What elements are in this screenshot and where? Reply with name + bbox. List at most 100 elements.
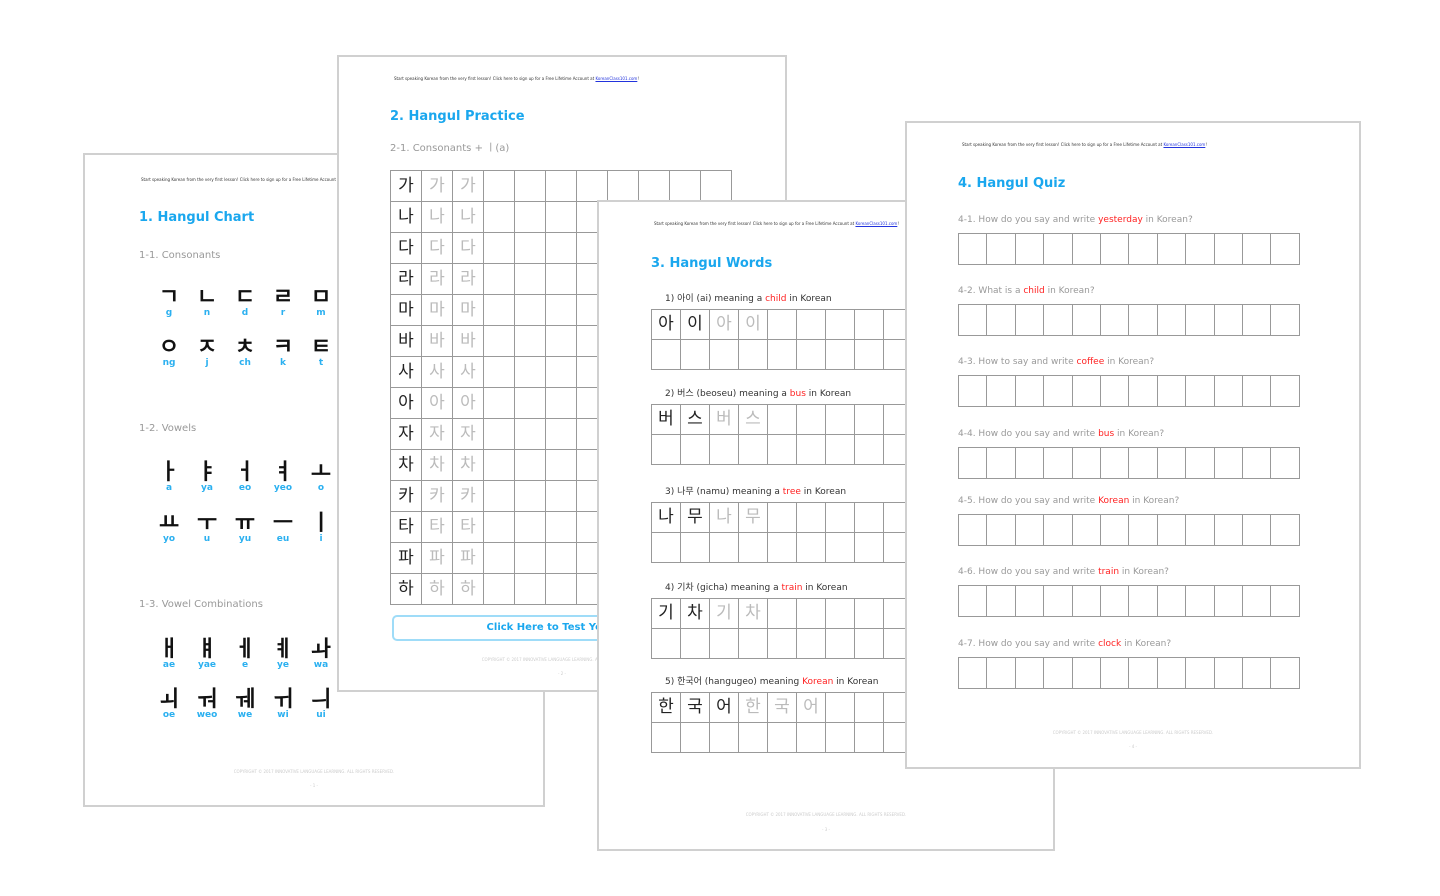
writing-cell[interactable] (767, 434, 797, 465)
signup-header[interactable]: Start speaking Korean from the very firs… (394, 76, 639, 81)
writing-cell[interactable] (825, 598, 855, 629)
writing-cell[interactable] (854, 502, 884, 533)
signup-link[interactable]: KoreanClass101.com (855, 221, 898, 226)
writing-cell[interactable] (767, 502, 797, 533)
practice-cell[interactable] (483, 294, 515, 326)
practice-cell[interactable] (514, 263, 546, 295)
answer-cell[interactable] (1128, 585, 1158, 617)
writing-cell[interactable] (825, 309, 855, 340)
answer-cell[interactable] (1156, 447, 1187, 479)
practice-cell[interactable] (638, 170, 670, 202)
answer-cell[interactable] (1270, 514, 1300, 546)
writing-cell[interactable] (854, 339, 884, 370)
writing-cell[interactable] (738, 532, 768, 563)
writing-cell[interactable] (796, 722, 826, 753)
writing-cell[interactable] (738, 339, 768, 370)
signup-header[interactable]: Start speaking Korean from the very firs… (962, 142, 1207, 147)
answer-cell[interactable] (1071, 233, 1101, 265)
answer-cell[interactable] (1185, 304, 1215, 336)
answer-cell[interactable] (1242, 447, 1272, 479)
answer-cell[interactable] (958, 233, 988, 265)
answer-cell[interactable] (958, 447, 988, 479)
writing-cell[interactable] (709, 722, 739, 753)
answer-cell[interactable] (1128, 375, 1158, 407)
practice-cell[interactable] (545, 170, 577, 202)
practice-cell[interactable] (514, 418, 546, 450)
answer-cell[interactable] (1270, 447, 1300, 479)
answer-cell[interactable] (1185, 585, 1215, 617)
writing-cell[interactable] (796, 502, 826, 533)
practice-cell[interactable] (545, 418, 577, 450)
answer-cell[interactable] (986, 233, 1016, 265)
writing-cell[interactable] (767, 309, 797, 340)
answer-cell[interactable] (1100, 375, 1130, 407)
practice-cell[interactable] (514, 356, 546, 388)
answer-cell[interactable] (1071, 585, 1101, 617)
answer-cell[interactable] (1185, 375, 1215, 407)
writing-cell[interactable] (796, 532, 826, 563)
answer-cell[interactable] (1156, 304, 1187, 336)
practice-cell[interactable] (514, 387, 546, 419)
practice-cell[interactable] (483, 170, 515, 202)
practice-cell[interactable] (483, 356, 515, 388)
writing-cell[interactable] (825, 692, 855, 723)
answer-cell[interactable] (1242, 657, 1272, 689)
answer-cell[interactable] (958, 514, 988, 546)
practice-cell[interactable] (514, 449, 546, 481)
writing-cell[interactable] (651, 722, 681, 753)
answer-cell[interactable] (1043, 514, 1073, 546)
answer-cell[interactable] (1242, 304, 1272, 336)
practice-cell[interactable] (545, 511, 577, 543)
answer-cell[interactable] (1213, 375, 1243, 407)
answer-cell[interactable] (986, 447, 1016, 479)
answer-cell[interactable] (1014, 304, 1045, 336)
practice-cell[interactable] (545, 573, 577, 605)
practice-cell[interactable] (483, 418, 515, 450)
answer-cell[interactable] (1043, 585, 1073, 617)
answer-cell[interactable] (1213, 657, 1243, 689)
answer-cell[interactable] (1213, 233, 1243, 265)
answer-cell[interactable] (1156, 375, 1187, 407)
answer-cell[interactable] (1185, 514, 1215, 546)
answer-cell[interactable] (1100, 585, 1130, 617)
practice-cell[interactable] (545, 480, 577, 512)
answer-cell[interactable] (1185, 447, 1215, 479)
practice-cell[interactable] (545, 356, 577, 388)
answer-cell[interactable] (1128, 514, 1158, 546)
practice-cell[interactable] (576, 170, 608, 202)
answer-cell[interactable] (1270, 304, 1300, 336)
answer-cell[interactable] (1100, 304, 1130, 336)
answer-cell[interactable] (958, 585, 988, 617)
practice-cell[interactable] (514, 294, 546, 326)
writing-cell[interactable] (767, 722, 797, 753)
writing-cell[interactable] (680, 434, 710, 465)
answer-cell[interactable] (1043, 375, 1073, 407)
writing-cell[interactable] (854, 628, 884, 659)
practice-cell[interactable] (483, 387, 515, 419)
answer-cell[interactable] (1242, 514, 1272, 546)
practice-cell[interactable] (514, 232, 546, 264)
answer-cell[interactable] (1270, 585, 1300, 617)
writing-cell[interactable] (796, 434, 826, 465)
answer-cell[interactable] (1242, 375, 1272, 407)
writing-cell[interactable] (854, 598, 884, 629)
writing-cell[interactable] (825, 502, 855, 533)
answer-cell[interactable] (1014, 447, 1045, 479)
answer-cell[interactable] (1100, 657, 1130, 689)
writing-cell[interactable] (854, 692, 884, 723)
writing-cell[interactable] (738, 628, 768, 659)
answer-cell[interactable] (1071, 514, 1101, 546)
writing-cell[interactable] (680, 722, 710, 753)
answer-cell[interactable] (1128, 233, 1158, 265)
practice-cell[interactable] (483, 232, 515, 264)
writing-cell[interactable] (680, 532, 710, 563)
answer-cell[interactable] (1242, 585, 1272, 617)
practice-cell[interactable] (483, 573, 515, 605)
answer-cell[interactable] (1014, 585, 1045, 617)
answer-cell[interactable] (986, 585, 1016, 617)
writing-cell[interactable] (796, 628, 826, 659)
answer-cell[interactable] (986, 375, 1016, 407)
answer-cell[interactable] (1014, 514, 1045, 546)
answer-cell[interactable] (958, 304, 988, 336)
practice-cell[interactable] (483, 511, 515, 543)
